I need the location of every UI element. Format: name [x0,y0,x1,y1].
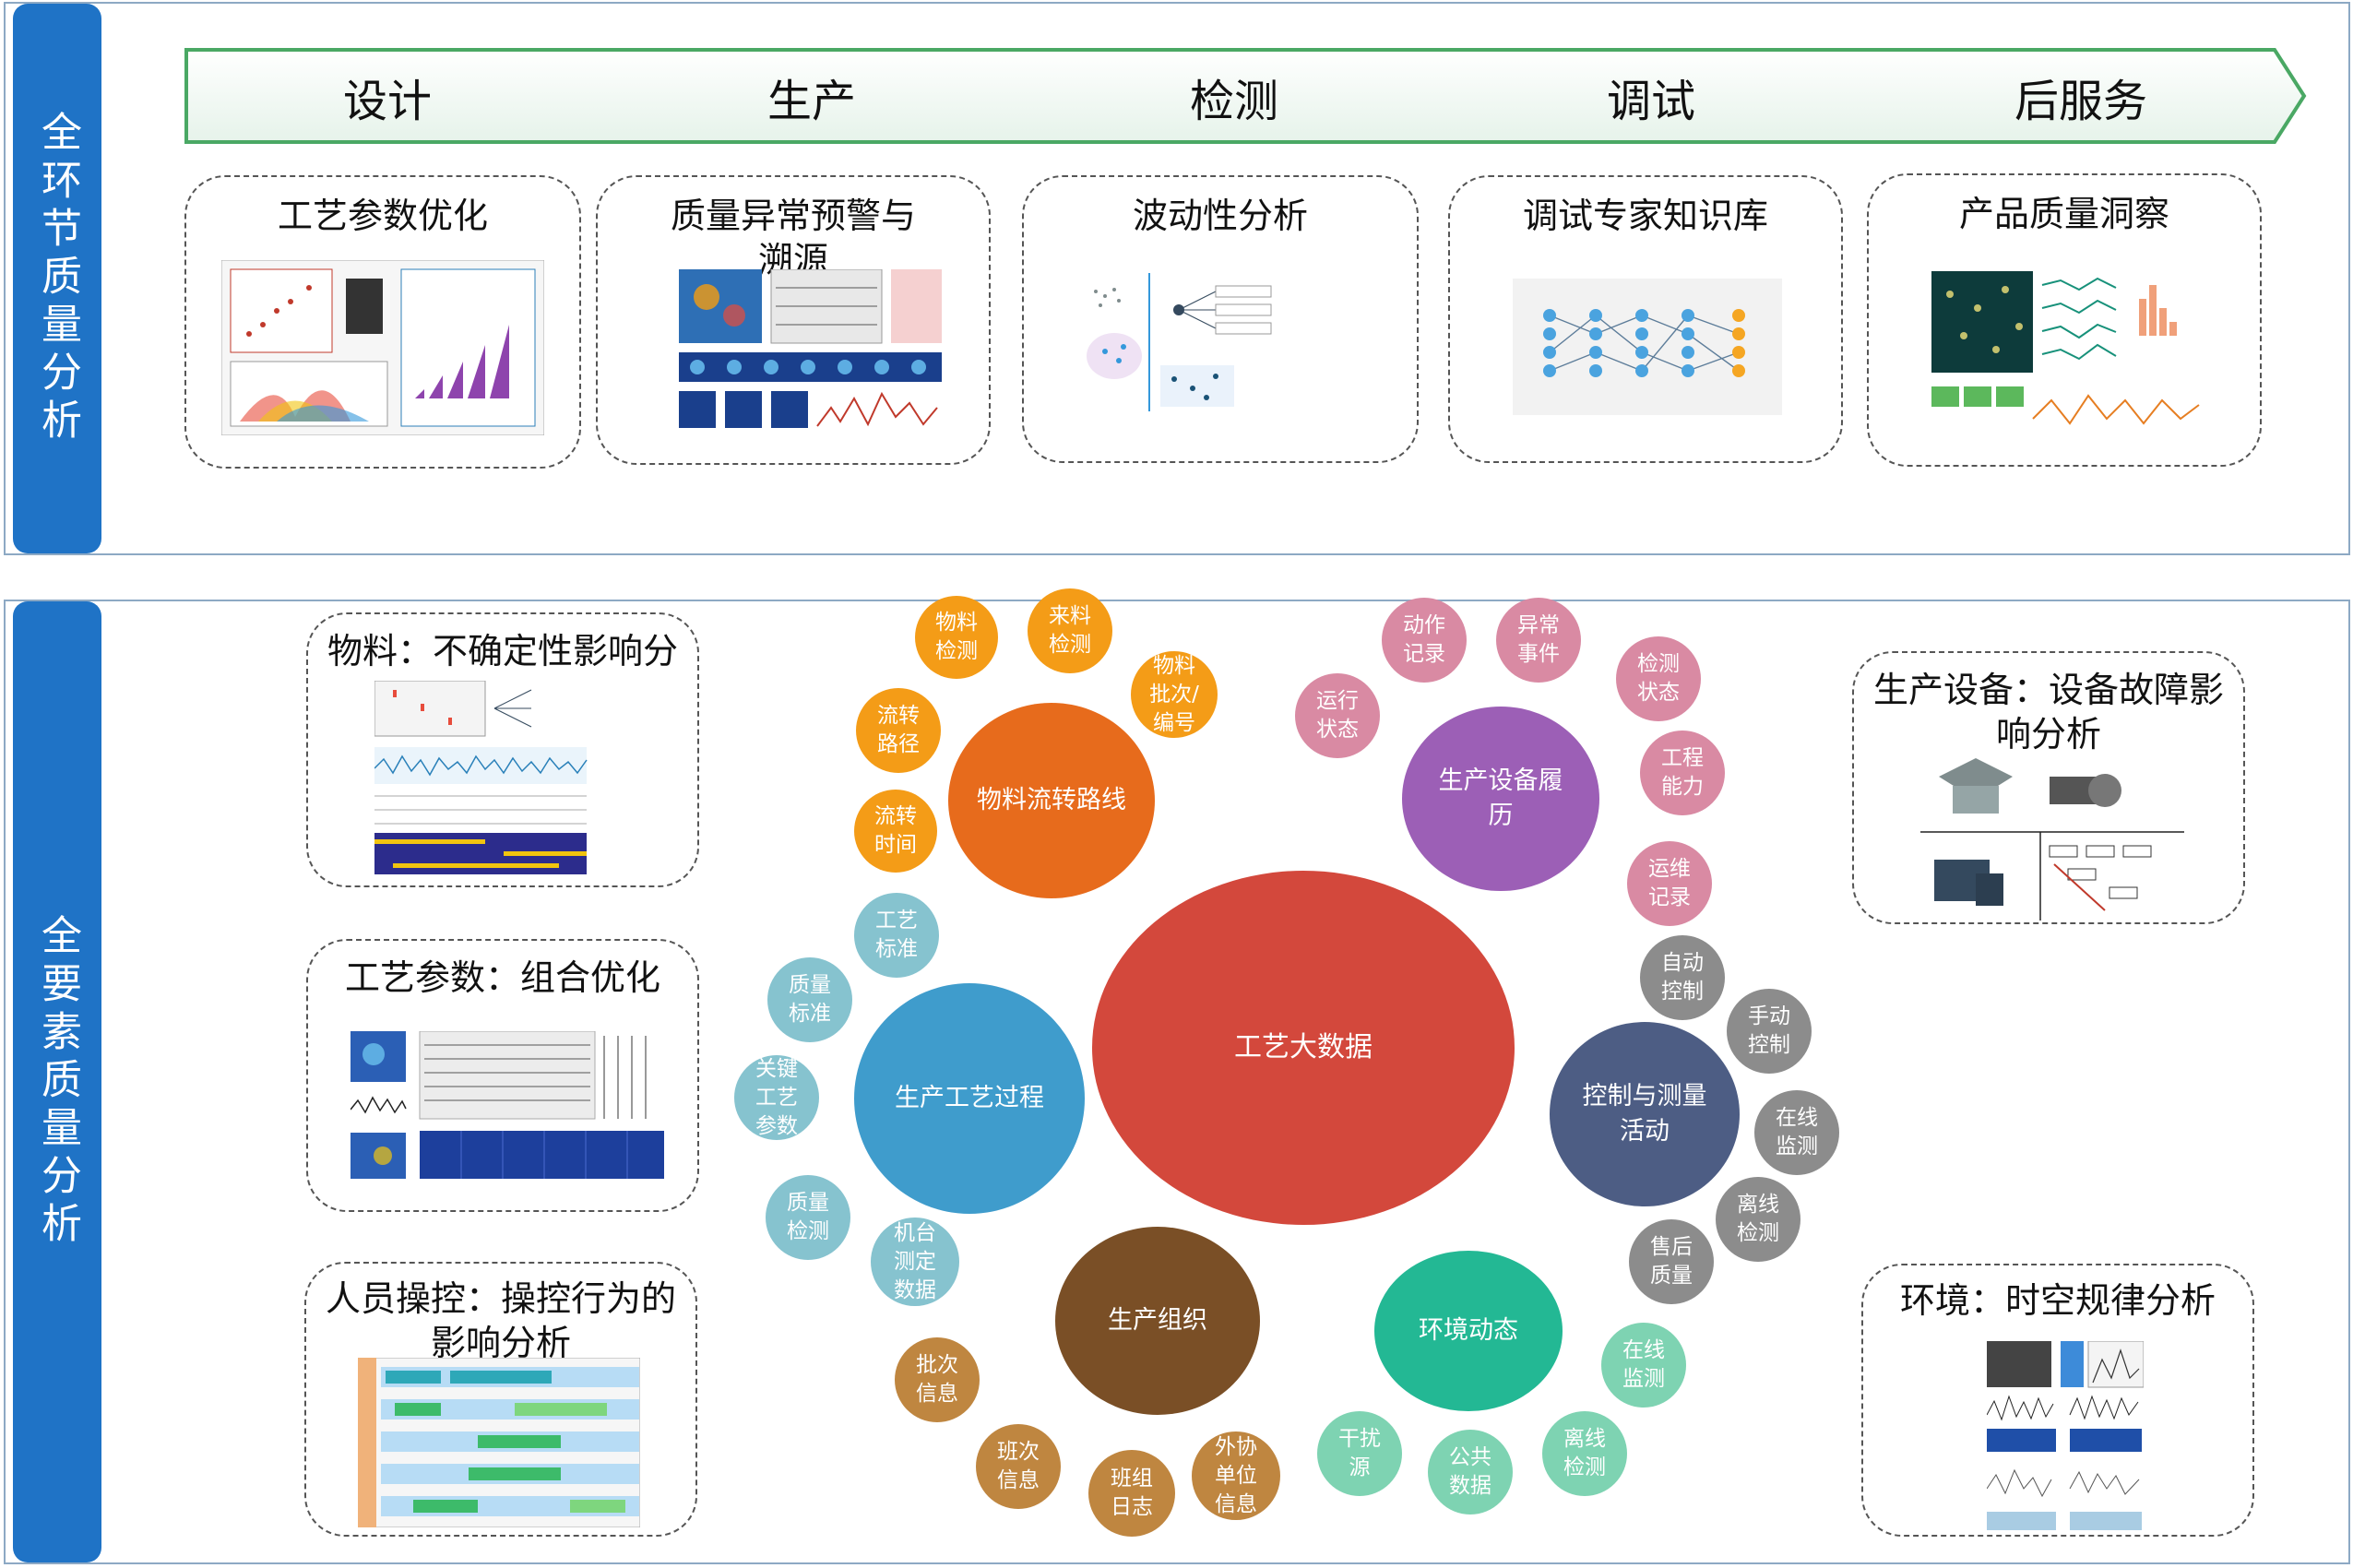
card-process-param-optimization: 工艺参数优化 [184,175,581,469]
bottom-sidebar-label: 全要素质量分析 [34,914,81,1250]
bubble-process-standard: 工艺 标准 [854,893,939,978]
stage-after-service: 后服务 [2014,76,2147,127]
bubble-incoming-inspection: 来料 检测 [1028,588,1112,673]
card-title: 工艺参数优化 [277,196,488,236]
card-product-quality-insight: 产品质量洞察 [1867,173,2262,467]
bubble-inspection-status: 检测 状态 [1616,636,1701,721]
spatial-chart-icon [1987,1341,2144,1530]
bubble-public-data: 公共 数据 [1428,1430,1513,1515]
stage-inspection: 检测 [1189,76,1278,127]
bubble-process-big-data: 工艺大数据 [1092,871,1515,1225]
bubble-key-process-params: 关键 工艺 参数 [734,1055,819,1140]
card-title: 产品质量洞察 [1958,194,2169,234]
card-title: 工艺参数：组合优化 [344,957,660,998]
bubble-offline-inspection: 离线 检测 [1716,1177,1800,1262]
card-material-uncertainty: 物料：不确定性影响分 析 [306,612,699,887]
top-sidebar-label: 全环节质量分析 [34,111,81,446]
bubble-control-measurement: 控制与测量 活动 [1550,1022,1740,1206]
stage-arrow [184,48,2307,144]
signal-chart-icon [374,681,588,874]
card-volatility-analysis: 波动性分析 [1022,175,1419,463]
heatmap-grid-icon [351,1031,664,1179]
card-quality-anomaly-warning: 质量异常预警与 溯源 [596,175,991,465]
bubble-production-process: 生产工艺过程 [854,983,1085,1214]
top-sidebar: 全环节质量分析 [13,4,101,553]
bubble-material-batch: 物料 批次/ 编号 [1131,651,1218,738]
bubble-shift-info: 班次 信息 [976,1424,1061,1509]
heatmap-chart-icon [679,269,942,428]
bubble-engineering-capacity: 工程 能力 [1640,731,1725,815]
card-commissioning-knowledge-base: 调试专家知识库 [1448,175,1843,463]
bubble-team-log: 班组 日志 [1088,1450,1175,1537]
card-title: 物料：不确定性影响分 析 [327,631,678,671]
card-title: 调试专家知识库 [1522,196,1768,236]
network-graph-icon [1513,279,1782,415]
gantt-chart-icon [358,1358,640,1527]
bubble-env-offline-inspection: 离线 检测 [1542,1411,1627,1496]
bubble-maintenance-record: 运维 记录 [1627,841,1712,926]
stage-commissioning: 调试 [1606,76,1695,127]
stage-production: 生产 [767,76,856,127]
tree-analysis-icon [1087,273,1272,411]
bubble-equipment-history: 生产设备履 历 [1402,707,1599,891]
card-equipment-fault: 生产设备：设备故障影 响分析 [1852,651,2245,924]
card-title: 生产设备：设备故障影 响分析 [1872,670,2224,754]
bubble-manual-control: 手动 控制 [1727,989,1812,1074]
bubble-running-status: 运行 状态 [1295,673,1380,758]
card-title: 环境：时空规律分析 [1899,1280,2216,1321]
card-title: 人员操控：操控行为的 影响分析 [325,1278,676,1363]
bubble-machine-measurement: 机台 测定 数据 [871,1218,959,1306]
bubble-batch-info: 批次 信息 [895,1337,980,1422]
stage-design: 设计 [342,76,432,127]
card-personnel-operation: 人员操控：操控行为的 影响分析 [304,1262,697,1537]
bubble-production-organization: 生产组织 [1055,1227,1260,1415]
card-environment: 环境：时空规律分析 [1861,1264,2254,1537]
regression-chart-icon [221,260,544,435]
machine-diagram-icon [1920,758,2184,921]
card-process-params-combination: 工艺参数：组合优化 [306,939,699,1212]
bubble-material-flow: 物料流转路线 [948,703,1155,898]
micrograph-chart-icon [1931,271,2200,425]
bubble-flow-path: 流转 路径 [856,688,941,773]
bubble-material-inspection: 物料 检测 [915,596,998,679]
bottom-sidebar: 全要素质量分析 [13,601,101,1562]
bubble-flow-time: 流转 时间 [854,790,937,873]
card-title: 质量异常预警与 溯源 [670,196,916,280]
card-title: 波动性分析 [1132,196,1308,236]
bubble-action-record: 动作 记录 [1382,598,1467,683]
bubble-interference-source: 干扰 源 [1317,1411,1402,1496]
bubble-auto-control: 自动 控制 [1640,935,1725,1020]
bubble-quality-inspection: 质量 检测 [766,1175,850,1260]
bubble-outsourcing-info: 外协 单位 信息 [1192,1431,1280,1520]
bubble-abnormal-event: 异常 事件 [1496,598,1581,683]
bubble-environment-dynamics: 环境动态 [1374,1251,1563,1411]
bubble-quality-standard: 质量 标准 [767,957,852,1042]
bubble-env-online-monitoring: 在线 监测 [1601,1323,1686,1408]
bubble-online-monitoring: 在线 监测 [1754,1090,1839,1175]
bubble-after-sales-quality: 售后 质量 [1629,1219,1714,1304]
